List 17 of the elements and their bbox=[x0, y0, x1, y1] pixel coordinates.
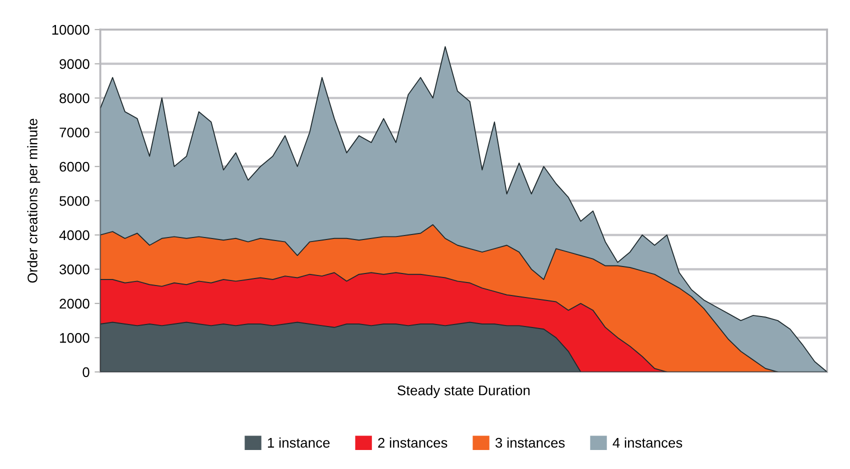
y-tick-label: 4000 bbox=[59, 230, 90, 240]
y-tick-label: 1000 bbox=[60, 333, 90, 343]
y-tick-label: 3000 bbox=[60, 264, 90, 274]
y-tick-label: 9000 bbox=[60, 59, 90, 69]
y-tick-label: 0 bbox=[82, 367, 90, 378]
legend-label: 2 instances bbox=[378, 438, 448, 448]
x-axis-title: Steady state Duration bbox=[398, 385, 530, 398]
y-tick-label: 6000 bbox=[60, 162, 90, 172]
legend-label: 1 instance bbox=[268, 438, 330, 448]
y-axis-title: Order creations per minute bbox=[27, 118, 40, 283]
legend-label: 4 instances bbox=[612, 438, 682, 448]
y-tick-label: 5000 bbox=[60, 196, 90, 206]
y-tick-label: 7000 bbox=[60, 128, 90, 138]
y-tick-label: 8000 bbox=[60, 93, 90, 104]
y-tick-label: 10000 bbox=[52, 24, 90, 35]
y-tick-label: 2000 bbox=[60, 298, 90, 309]
legend-label: 3 instances bbox=[495, 438, 565, 448]
